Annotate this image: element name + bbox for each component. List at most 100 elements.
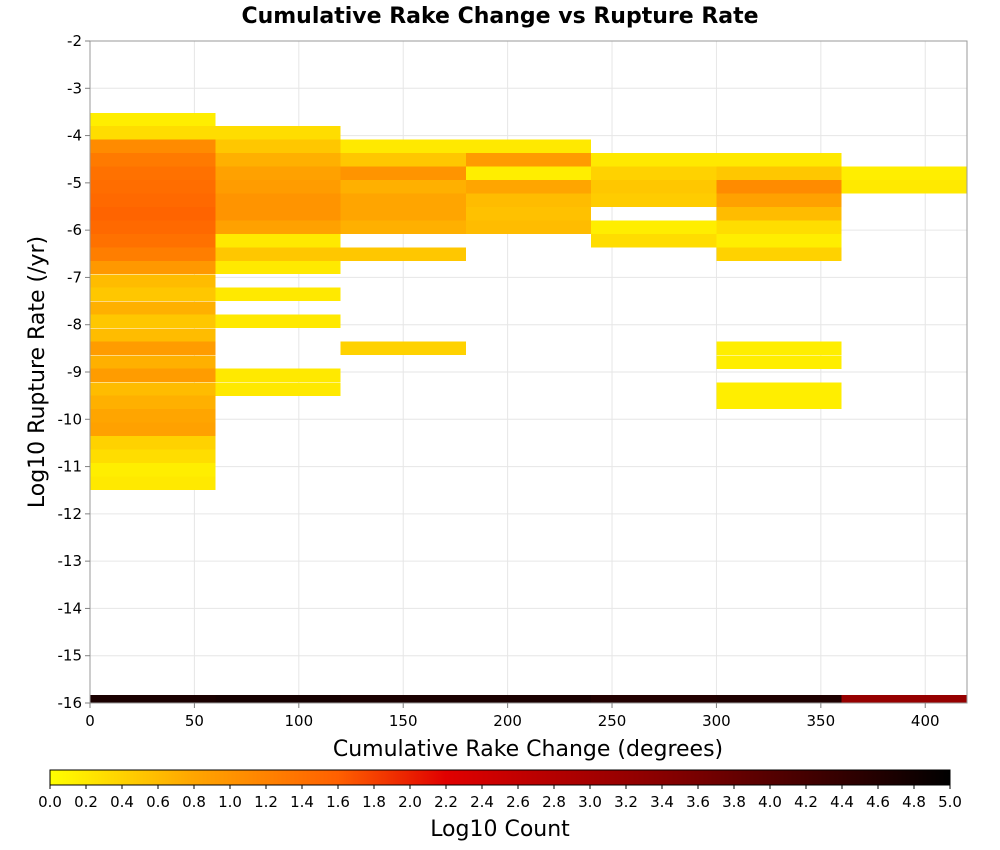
heatmap-cell — [90, 125, 216, 140]
x-tick-label: 0 — [85, 712, 95, 730]
colorbar-tick-label: 1.2 — [254, 793, 278, 811]
heatmap-cell — [215, 193, 341, 208]
x-tick-label: 300 — [702, 712, 731, 730]
colorbar-tick-label: 3.8 — [722, 793, 746, 811]
x-tick-label: 150 — [389, 712, 418, 730]
heatmap-cell — [340, 166, 466, 181]
heatmap-cell — [340, 341, 466, 356]
heatmap-cell — [465, 179, 592, 194]
colorbar-tick-label: 4.2 — [794, 793, 818, 811]
heatmap-cell — [90, 301, 216, 315]
heatmap-cell — [90, 220, 216, 235]
y-tick-label: -14 — [58, 599, 83, 617]
heatmap-cell — [90, 139, 216, 154]
heatmap-cell — [841, 166, 967, 181]
heatmap-cell — [716, 341, 842, 356]
y-tick-label: -6 — [67, 221, 82, 239]
colorbar-tick-label: 5.0 — [938, 793, 962, 811]
heatmap-cell — [90, 476, 216, 490]
colorbar-tick-label: 2.6 — [506, 793, 530, 811]
heatmap-cell — [215, 152, 341, 167]
colorbar-tick-label: 0.0 — [38, 793, 62, 811]
y-tick-label: -10 — [58, 410, 83, 428]
heatmap-cell — [340, 206, 466, 221]
y-tick-label: -13 — [58, 552, 83, 570]
heatmap-cell — [716, 193, 842, 208]
heatmap-cell — [340, 193, 466, 208]
heatmap-cell — [90, 152, 216, 167]
heatmap-cell — [215, 314, 341, 329]
heatmap-cell — [215, 206, 341, 221]
colorbar-tick-label: 2.2 — [434, 793, 458, 811]
y-tick-label: -3 — [67, 79, 82, 97]
heatmap-cell — [90, 368, 216, 383]
colorbar-tick-label: 2.0 — [398, 793, 422, 811]
colorbar-tick-label: 4.8 — [902, 793, 926, 811]
heatmap-cell — [90, 328, 216, 342]
heatmap-cell — [90, 463, 216, 477]
heatmap-cell — [340, 247, 466, 261]
heatmap-cell — [591, 152, 717, 167]
heatmap-cell — [90, 247, 216, 261]
colorbar-label: Log10 Count — [430, 817, 570, 842]
colorbar-tick-label: 0.4 — [110, 793, 134, 811]
heatmap-cell — [90, 193, 216, 208]
heatmap-cell — [215, 287, 341, 302]
y-axis-ticks: -2 -3 -4 -5 -6 -7 -8 -9 -10 -11 -12 -13 -14 -15 -16 — [58, 32, 90, 712]
heatmap-cell — [90, 382, 216, 396]
heatmap-cell — [841, 179, 967, 194]
colorbar-tick-label: 4.0 — [758, 793, 782, 811]
y-tick-label: -12 — [58, 505, 83, 523]
heatmap-cell — [841, 695, 967, 703]
heatmap-cell — [90, 260, 216, 275]
colorbar-tick-label: 2.4 — [470, 793, 494, 811]
heatmap-cell — [90, 422, 216, 436]
heatmap-cell — [591, 179, 717, 194]
heatmap-cell — [716, 179, 842, 194]
heatmap-cell — [716, 355, 842, 369]
heatmap-cell — [340, 220, 466, 235]
y-tick-label: -7 — [67, 268, 82, 286]
y-tick-label: -8 — [67, 316, 82, 334]
y-tick-label: -9 — [67, 363, 82, 381]
heatmap-cell — [591, 233, 717, 248]
heatmap-cell — [90, 233, 216, 248]
heatmap-cell — [90, 314, 216, 329]
heatmap-cell — [716, 166, 842, 181]
heatmap-cell — [215, 166, 341, 181]
heatmap-cell — [215, 382, 341, 396]
heatmap-cell — [90, 287, 216, 302]
x-tick-label: 200 — [493, 712, 522, 730]
heatmap-cell — [90, 274, 216, 288]
colorbar-tick-label: 4.4 — [830, 793, 854, 811]
heatmap-cell — [90, 166, 216, 181]
colorbar-tick-label: 4.6 — [866, 793, 890, 811]
heatmap-cell — [716, 233, 842, 248]
heatmap-cell — [340, 152, 466, 167]
colorbar-tick-label: 2.8 — [542, 793, 566, 811]
x-axis-ticks: 0 50 100 150 200 250 300 350 400 — [85, 703, 940, 730]
heatmap-cell — [215, 125, 341, 140]
heatmap-cell — [591, 695, 717, 703]
heatmap-cell — [465, 152, 592, 167]
heatmap-cell — [90, 355, 216, 369]
heatmap-cell — [215, 695, 341, 703]
heatmap-cell — [716, 382, 842, 396]
heatmap-cell — [90, 395, 216, 410]
heatmap-cell — [215, 368, 341, 383]
heatmap-cell — [591, 193, 717, 208]
heatmap-cell — [215, 260, 341, 275]
y-tick-label: -11 — [58, 458, 83, 476]
heatmap-cell — [215, 179, 341, 194]
heatmap-cell — [215, 220, 341, 235]
heatmap-cell — [90, 341, 216, 356]
y-tick-label: -4 — [67, 127, 82, 145]
heatmap-cell — [465, 220, 592, 235]
heatmap-cell — [340, 179, 466, 194]
heatmap-cell — [465, 695, 592, 703]
heatmap-cell — [90, 436, 216, 450]
y-tick-label: -15 — [58, 647, 83, 665]
heatmap-cell — [716, 206, 842, 221]
x-tick-label: 400 — [911, 712, 940, 730]
